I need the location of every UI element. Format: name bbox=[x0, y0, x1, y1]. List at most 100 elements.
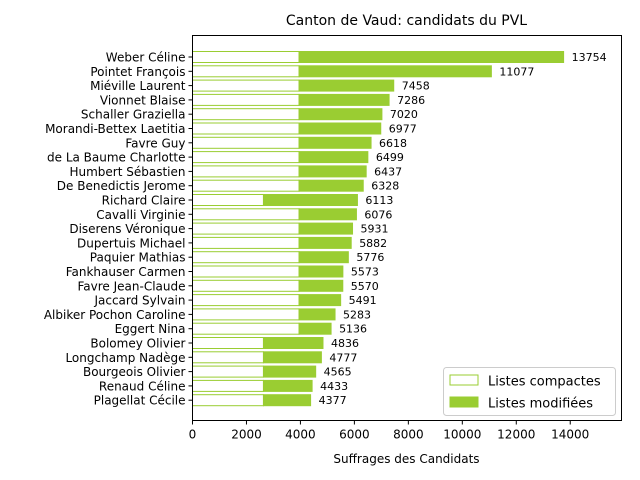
bar-compactes bbox=[192, 365, 264, 378]
value-label: 4565 bbox=[324, 366, 352, 379]
x-tick-label: 4000 bbox=[285, 428, 316, 442]
category-label: Miéville Laurent bbox=[90, 79, 186, 93]
bar-compactes bbox=[192, 79, 300, 92]
x-tick-label: 8000 bbox=[393, 428, 424, 442]
x-axis-label: Suffrages des Candidats bbox=[333, 452, 479, 466]
category-label: De Benedictis Jerome bbox=[57, 179, 186, 193]
category-label: Favre Jean-Claude bbox=[77, 279, 185, 293]
bar-compactes bbox=[192, 136, 300, 149]
bar-compactes bbox=[192, 379, 264, 392]
category-label: Schaller Graziella bbox=[81, 108, 186, 122]
value-label: 5283 bbox=[343, 308, 371, 321]
category-label: Morandi-Bettex Laetitia bbox=[45, 122, 185, 136]
bar-modifiees bbox=[298, 236, 352, 249]
value-label: 6113 bbox=[365, 194, 393, 207]
bar-compactes bbox=[192, 308, 300, 321]
value-label: 11077 bbox=[499, 65, 534, 78]
bar-modifiees bbox=[298, 322, 332, 335]
bar-modifiees bbox=[298, 179, 364, 192]
value-label: 4777 bbox=[329, 351, 357, 364]
category-label: Dupertuis Michael bbox=[77, 236, 185, 250]
bar-modifiees bbox=[298, 208, 357, 221]
bar-compactes bbox=[192, 265, 300, 278]
legend-label-modifiees: Listes modifiées bbox=[488, 397, 593, 412]
x-tick-label: 12000 bbox=[497, 428, 535, 442]
category-label: Vionnet Blaise bbox=[100, 93, 186, 107]
bar-compactes bbox=[192, 179, 300, 192]
x-tick-label: 0 bbox=[189, 428, 197, 442]
legend-swatch-compactes bbox=[449, 374, 479, 386]
bar-compactes bbox=[192, 93, 300, 106]
category-label: Favre Guy bbox=[125, 136, 185, 150]
category-label: Cavalli Virginie bbox=[96, 208, 185, 222]
category-label: Humbert Sébastien bbox=[69, 165, 185, 179]
bar-modifiees bbox=[298, 65, 492, 78]
chart-title: Canton de Vaud: candidats du PVL bbox=[286, 13, 527, 29]
value-label: 5882 bbox=[359, 237, 387, 250]
bar-modifiees bbox=[298, 136, 372, 149]
category-label: Jaccard Sylvain bbox=[93, 294, 185, 308]
plot-frame bbox=[192, 35, 622, 421]
category-label: Pointet François bbox=[90, 65, 185, 79]
bar-compactes bbox=[192, 294, 300, 307]
bar-modifiees bbox=[298, 294, 342, 307]
bar-modifiees bbox=[262, 337, 324, 349]
bar-modifiees bbox=[262, 194, 358, 206]
category-label: Paquier Mathias bbox=[90, 251, 186, 265]
value-label: 4433 bbox=[320, 380, 348, 393]
bar-compactes bbox=[192, 122, 300, 135]
category-label: Albiker Pochon Caroline bbox=[44, 308, 186, 322]
category-label: Fankhauser Carmen bbox=[66, 265, 186, 279]
bar-modifiees bbox=[298, 165, 367, 178]
value-label: 5776 bbox=[356, 251, 384, 264]
bar-compactes bbox=[192, 394, 264, 407]
bar-modifiees bbox=[298, 79, 395, 92]
category-label: de La Baume Charlotte bbox=[47, 151, 186, 165]
bar-compactes bbox=[192, 51, 300, 63]
legend-label-compactes: Listes compactes bbox=[488, 375, 601, 390]
x-axis: 0 2000 4000 6000 8000 10000 12000 14000 bbox=[189, 420, 589, 442]
category-label: Bolomey Olivier bbox=[90, 337, 185, 351]
bar-modifiees bbox=[262, 365, 317, 378]
bar-modifiees bbox=[298, 308, 336, 321]
bar-modifiees bbox=[298, 122, 382, 135]
x-tick-label: 6000 bbox=[339, 428, 370, 442]
category-label: Plagellat Cécile bbox=[94, 394, 186, 408]
bar-compactes bbox=[192, 251, 300, 264]
x-tick-label: 2000 bbox=[231, 428, 262, 442]
value-label: 7458 bbox=[402, 80, 430, 93]
bar-modifiees bbox=[262, 379, 313, 392]
legend-swatch-modifiees bbox=[449, 396, 479, 408]
value-label: 4836 bbox=[331, 337, 359, 350]
bar-modifiees bbox=[298, 265, 344, 278]
category-label: Longchamp Nadège bbox=[65, 351, 185, 365]
value-label: 5491 bbox=[349, 294, 377, 307]
category-label: Weber Céline bbox=[106, 51, 186, 65]
value-label: 6437 bbox=[374, 165, 402, 178]
value-label: 6618 bbox=[379, 137, 407, 150]
bars-layer bbox=[192, 51, 565, 407]
category-label: Renaud Céline bbox=[99, 379, 186, 393]
value-label: 7286 bbox=[397, 94, 425, 107]
bar-modifiees bbox=[298, 108, 383, 121]
legend: Listes compactes Listes modifiées bbox=[443, 367, 616, 416]
value-label: 13754 bbox=[572, 51, 607, 64]
bar-compactes bbox=[192, 165, 300, 178]
bar-modifiees bbox=[262, 394, 312, 407]
bar-modifiees bbox=[298, 51, 565, 63]
bar-compactes bbox=[192, 208, 300, 221]
bar-compactes bbox=[192, 151, 300, 164]
value-label: 5570 bbox=[351, 280, 379, 293]
category-label: Diserens Véronique bbox=[69, 222, 185, 236]
category-label: Bourgeois Olivier bbox=[83, 365, 186, 379]
value-label: 6328 bbox=[371, 180, 399, 193]
bar-compactes bbox=[192, 65, 300, 78]
x-tick-label: 10000 bbox=[443, 428, 481, 442]
bar-compactes bbox=[192, 351, 264, 364]
value-label: 7020 bbox=[390, 108, 418, 121]
value-label: 5573 bbox=[351, 266, 379, 279]
category-label: Richard Claire bbox=[102, 194, 186, 208]
bar-modifiees bbox=[298, 93, 390, 106]
